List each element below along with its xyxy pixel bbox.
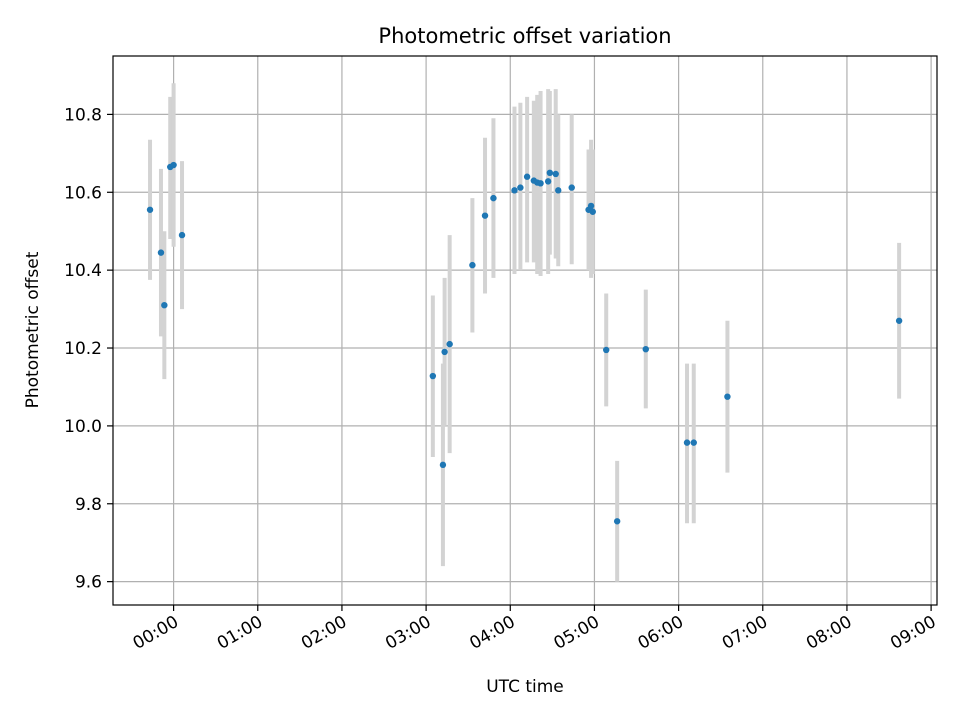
y-tick-label: 10.0: [64, 417, 102, 437]
y-tick-label: 9.6: [75, 573, 102, 593]
data-point: [446, 340, 453, 348]
data-point: [568, 184, 575, 191]
data-point: [683, 439, 691, 446]
data-point: [537, 180, 544, 187]
data-point: [544, 178, 552, 185]
data-point: [178, 231, 186, 239]
data-point: [441, 348, 448, 356]
x-axis-label: UTC time: [486, 677, 564, 697]
data-point: [511, 187, 518, 194]
data-point: [481, 212, 489, 219]
y-tick-label: 10.8: [64, 105, 102, 125]
data-point: [555, 187, 562, 194]
data-point: [469, 261, 476, 269]
y-tick-label: 10.2: [64, 339, 102, 359]
y-tick-label: 9.8: [75, 495, 102, 515]
data-point: [490, 194, 497, 202]
y-axis: 9.6 9.8 10.0 10.2 10.4 10.6 10.8: [64, 105, 113, 593]
grid-layer: [113, 56, 937, 605]
data-point: [429, 372, 437, 380]
data-point: [517, 184, 524, 191]
data-point: [161, 301, 168, 309]
data-point: [552, 170, 559, 178]
data-point: [439, 461, 447, 469]
data-point: [895, 317, 903, 324]
y-axis-label: Photometric offset: [23, 251, 43, 408]
chart-title: Photometric offset variation: [378, 24, 671, 48]
point-layer: [146, 161, 903, 525]
y-tick-label: 10.4: [64, 261, 102, 281]
y-tick-label: 10.6: [64, 183, 102, 203]
data-point: [613, 518, 621, 525]
data-point: [642, 345, 649, 353]
data-point: [157, 249, 165, 256]
data-point: [146, 206, 154, 213]
data-point: [546, 169, 554, 177]
data-point: [589, 208, 596, 215]
data-point: [603, 346, 610, 354]
data-point: [724, 393, 731, 400]
data-point: [690, 439, 697, 446]
plot-frame: [112, 55, 938, 606]
data-point: [523, 173, 531, 180]
data-point: [170, 161, 177, 169]
data-point: [587, 202, 595, 210]
